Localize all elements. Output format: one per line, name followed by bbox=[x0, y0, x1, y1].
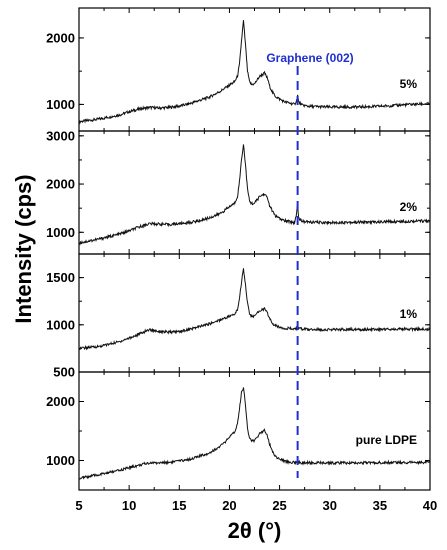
x-tick-label: 25 bbox=[272, 498, 286, 513]
reference-line-label: Graphene (002) bbox=[266, 51, 353, 65]
panel-label: 2% bbox=[400, 200, 418, 214]
panel-label: 5% bbox=[400, 77, 418, 91]
panel-label: pure LDPE bbox=[356, 433, 417, 447]
panel-frame bbox=[78, 130, 431, 255]
x-tick-label: 10 bbox=[122, 498, 136, 513]
y-tick-label: 1000 bbox=[46, 97, 75, 112]
panel-frame bbox=[78, 371, 431, 491]
y-axis-title: Intensity (cps) bbox=[11, 174, 36, 323]
y-tick-label: 2000 bbox=[46, 177, 75, 192]
y-tick-label: 1000 bbox=[46, 453, 75, 468]
x-tick-label: 5 bbox=[75, 498, 82, 513]
y-tick-label: 2000 bbox=[46, 394, 75, 409]
overlay-group: 5 10 15 20 25 30 35 40 Graphene (002) bbox=[75, 51, 437, 513]
panel-label: 1% bbox=[400, 307, 418, 321]
y-tick-label: 1500 bbox=[46, 270, 75, 285]
panel-4: 1000 2000 pure LDPE bbox=[46, 371, 431, 491]
x-tick-label: 20 bbox=[222, 498, 236, 513]
x-tick-label: 35 bbox=[373, 498, 387, 513]
series-line bbox=[79, 268, 430, 351]
panels-group: 1000 2000 5% 1000 2000 3000 2% 500 1000 1500 1% 100… bbox=[46, 7, 431, 491]
y-tick-label: 500 bbox=[53, 365, 75, 380]
x-tick-label: 40 bbox=[423, 498, 437, 513]
y-tick-label: 2000 bbox=[46, 30, 75, 45]
panel-2: 1000 2000 3000 2% bbox=[46, 128, 431, 255]
panel-frame bbox=[78, 253, 431, 373]
x-tick-label: 15 bbox=[172, 498, 186, 513]
series-line bbox=[79, 20, 430, 125]
panel-1: 1000 2000 5% bbox=[46, 7, 431, 132]
series-line bbox=[79, 144, 430, 246]
panel-3: 500 1000 1500 1% bbox=[46, 253, 431, 380]
x-tick-label: 30 bbox=[322, 498, 336, 513]
x-axis-title: 2θ (°) bbox=[228, 518, 282, 543]
panel-frame bbox=[78, 7, 431, 132]
y-tick-label: 3000 bbox=[46, 128, 75, 143]
y-tick-label: 1000 bbox=[46, 317, 75, 332]
y-tick-label: 1000 bbox=[46, 225, 75, 240]
series-line bbox=[79, 387, 430, 480]
